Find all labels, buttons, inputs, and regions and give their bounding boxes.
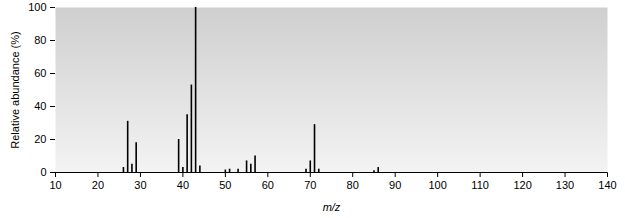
svg-text:90: 90	[389, 179, 401, 191]
svg-text:70: 70	[304, 179, 316, 191]
svg-text:40: 40	[34, 100, 46, 112]
svg-text:60: 60	[34, 67, 46, 79]
svg-text:20: 20	[34, 133, 46, 145]
svg-text:50: 50	[219, 179, 231, 191]
svg-text:80: 80	[34, 34, 46, 46]
svg-text:40: 40	[177, 179, 189, 191]
svg-text:20: 20	[92, 179, 104, 191]
svg-text:60: 60	[262, 179, 274, 191]
svg-text:30: 30	[134, 179, 146, 191]
svg-text:140: 140	[598, 179, 616, 191]
svg-text:m/z: m/z	[323, 201, 341, 213]
svg-text:110: 110	[471, 179, 489, 191]
svg-text:0: 0	[40, 166, 46, 178]
svg-text:80: 80	[347, 179, 359, 191]
svg-text:10: 10	[49, 179, 61, 191]
svg-text:120: 120	[513, 179, 531, 191]
svg-text:Relative abundance (%): Relative abundance (%)	[9, 31, 21, 148]
svg-text:100: 100	[28, 1, 46, 13]
svg-text:100: 100	[428, 179, 446, 191]
svg-text:130: 130	[556, 179, 574, 191]
